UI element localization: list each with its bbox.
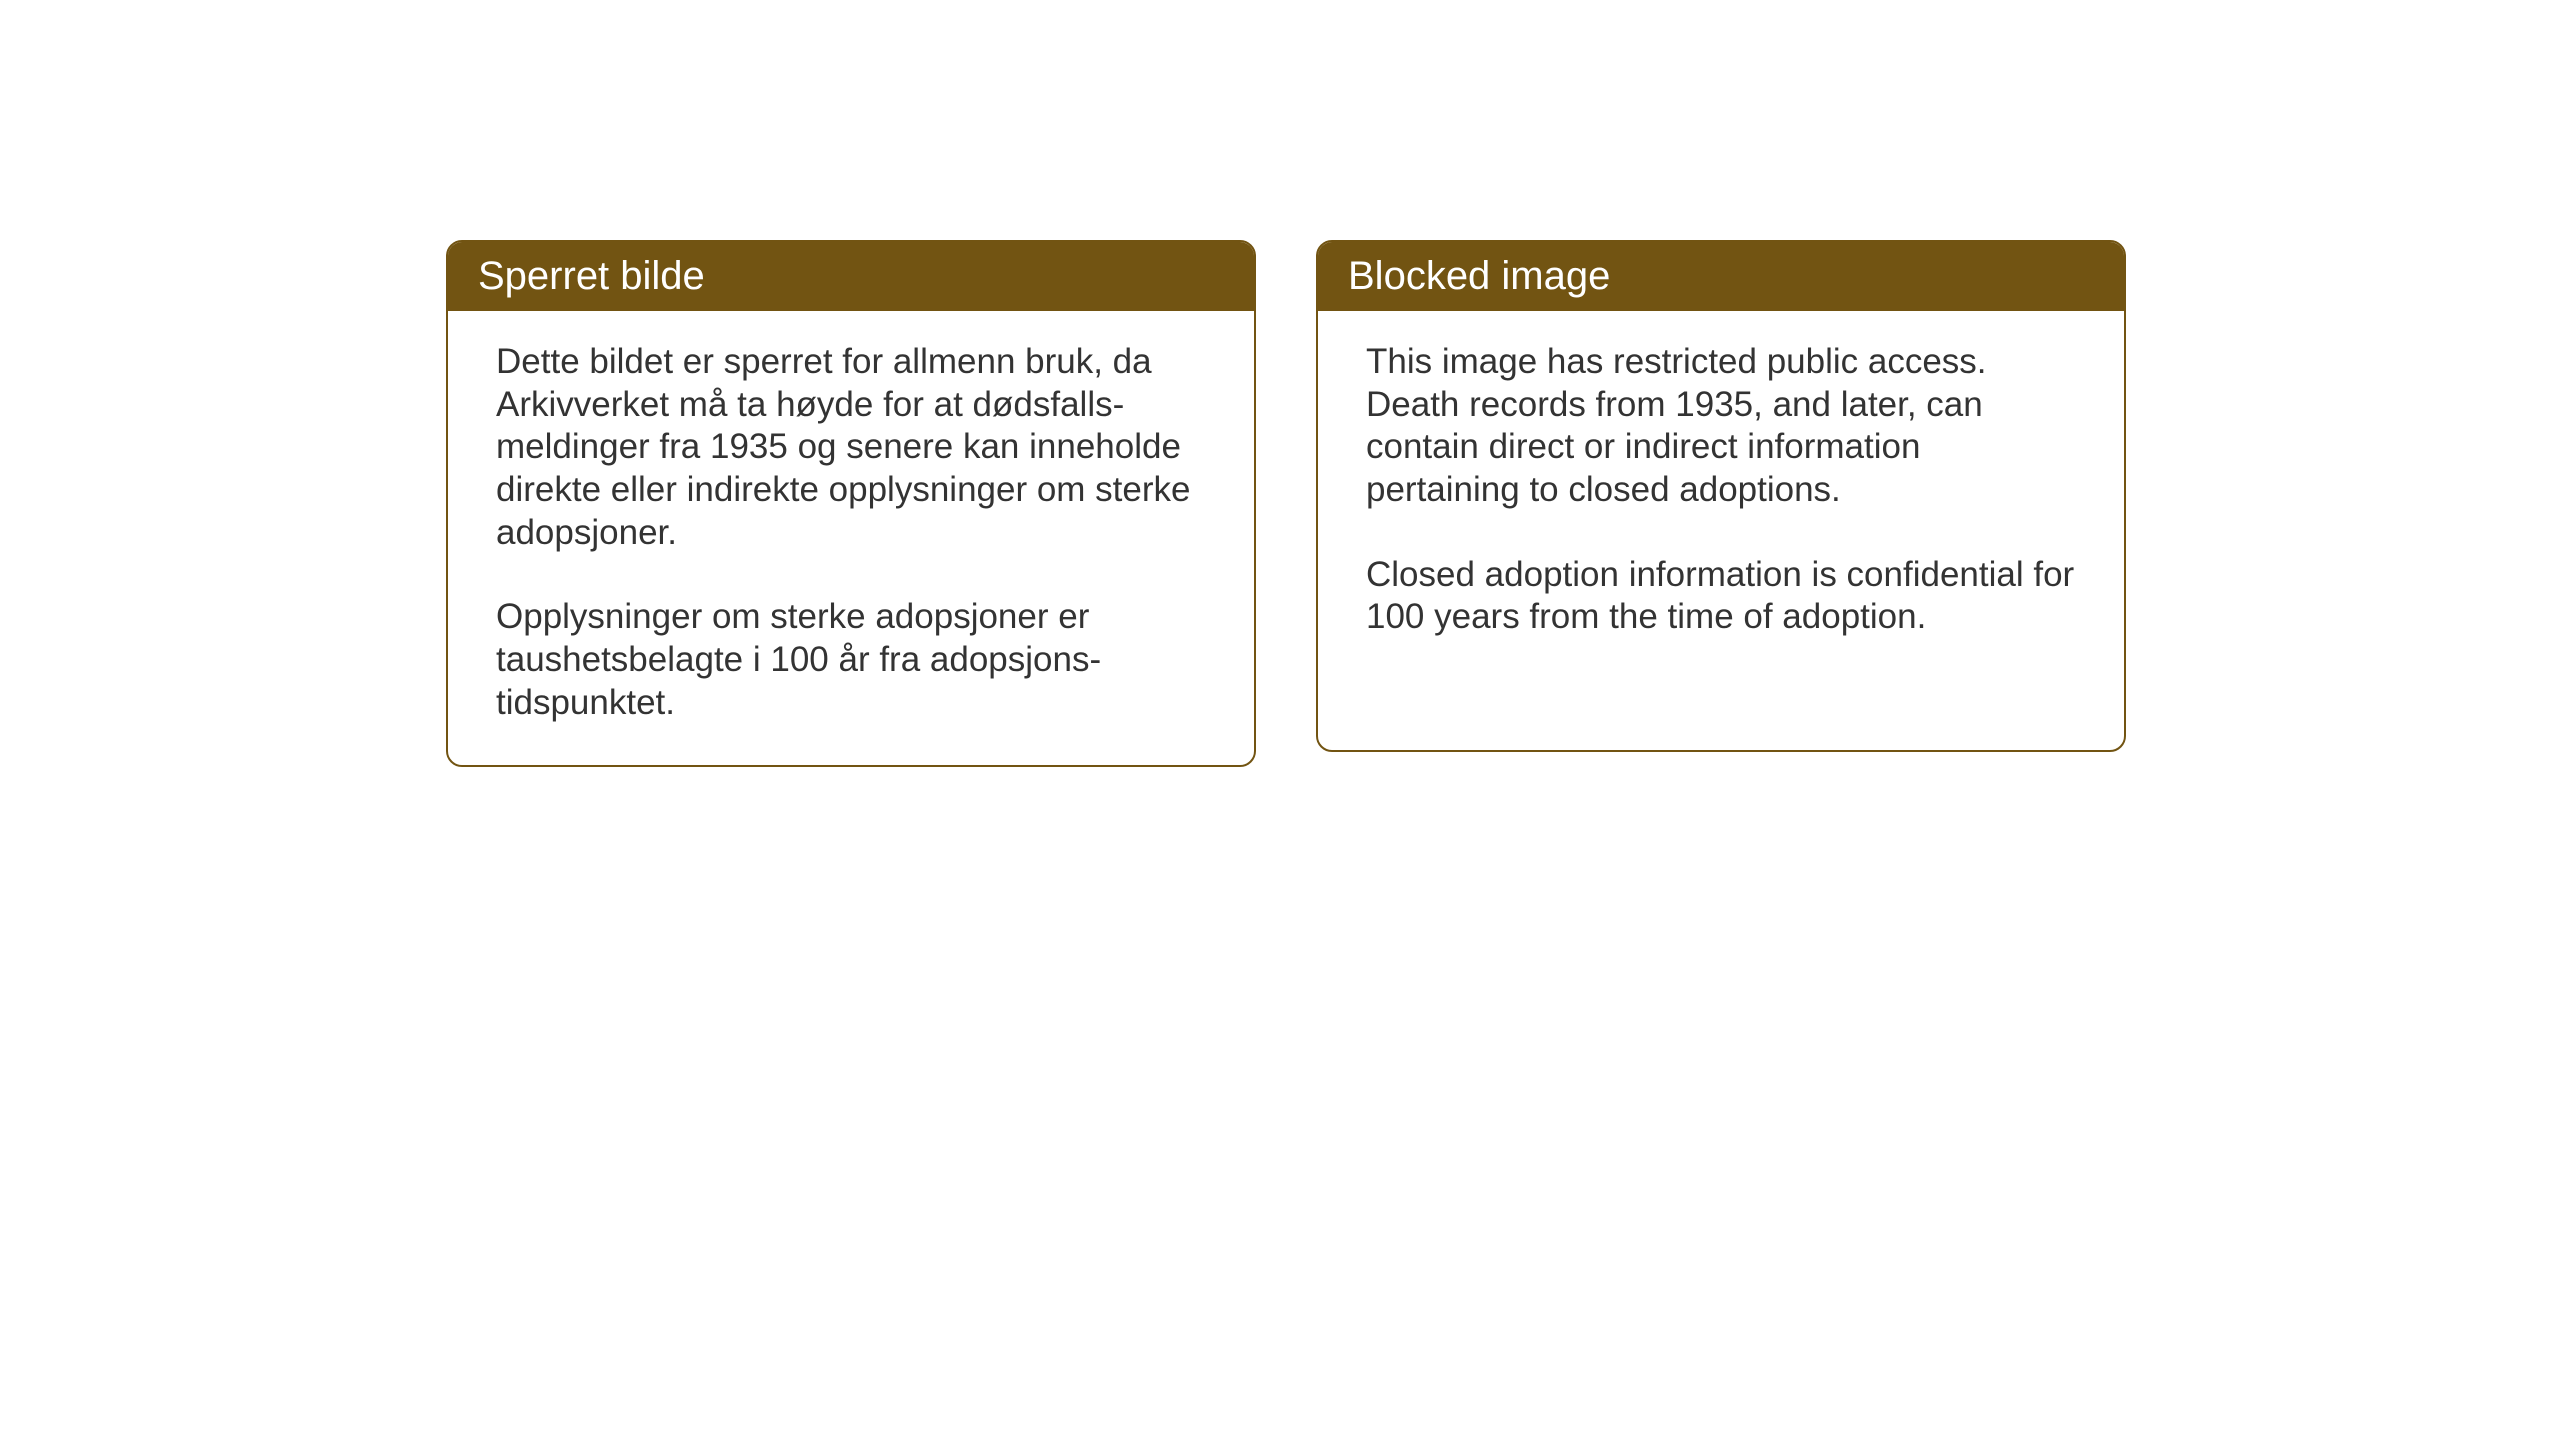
english-paragraph-1: This image has restricted public access.… (1366, 341, 2076, 512)
norwegian-paragraph-2: Opplysninger om sterke adopsjoner er tau… (496, 596, 1206, 724)
english-card-body: This image has restricted public access.… (1318, 311, 2124, 679)
norwegian-card-title: Sperret bilde (448, 242, 1254, 311)
notice-cards-container: Sperret bilde Dette bildet er sperret fo… (446, 240, 2126, 767)
norwegian-card-body: Dette bildet er sperret for allmenn bruk… (448, 311, 1254, 765)
english-paragraph-2: Closed adoption information is confident… (1366, 554, 2076, 639)
english-card-title: Blocked image (1318, 242, 2124, 311)
norwegian-paragraph-1: Dette bildet er sperret for allmenn bruk… (496, 341, 1206, 554)
norwegian-notice-card: Sperret bilde Dette bildet er sperret fo… (446, 240, 1256, 767)
english-notice-card: Blocked image This image has restricted … (1316, 240, 2126, 752)
